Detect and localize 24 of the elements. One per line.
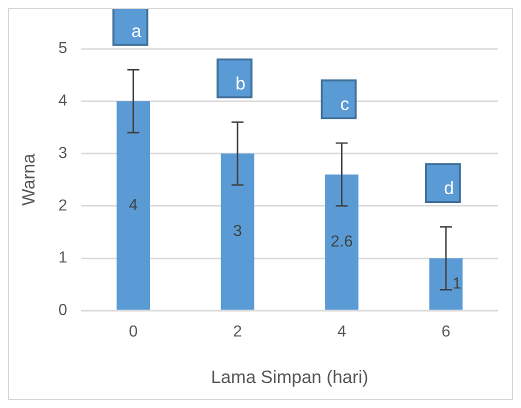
y-tick-label: 1	[58, 250, 68, 267]
annotation: b	[236, 73, 246, 94]
data-label: 1	[452, 275, 462, 292]
bar	[220, 154, 254, 310]
y-tick-label: 4	[58, 92, 68, 110]
x-tick-label: 6	[442, 324, 451, 341]
bar	[325, 174, 358, 310]
bar	[116, 101, 150, 310]
y-tick-label: 2	[58, 197, 68, 214]
data-label: 2.6	[330, 234, 353, 251]
annotation: d	[444, 178, 454, 198]
y-tick-label: 5	[58, 40, 68, 58]
y-axis-title: Warna	[18, 154, 39, 206]
data-label: 3	[233, 223, 242, 240]
y-tick-label: 3	[58, 144, 68, 162]
x-tick-label: 0	[128, 324, 138, 341]
x-axis-title: Lama Simpan (hari)	[210, 367, 368, 388]
data-label: 4	[128, 196, 138, 214]
bar	[429, 258, 463, 310]
x-tick-label: 4	[337, 324, 346, 341]
y-tick-label: 0	[58, 302, 68, 320]
annotation: c	[340, 94, 350, 114]
x-tick-label: 2	[233, 324, 242, 341]
text: a	[131, 20, 142, 41]
